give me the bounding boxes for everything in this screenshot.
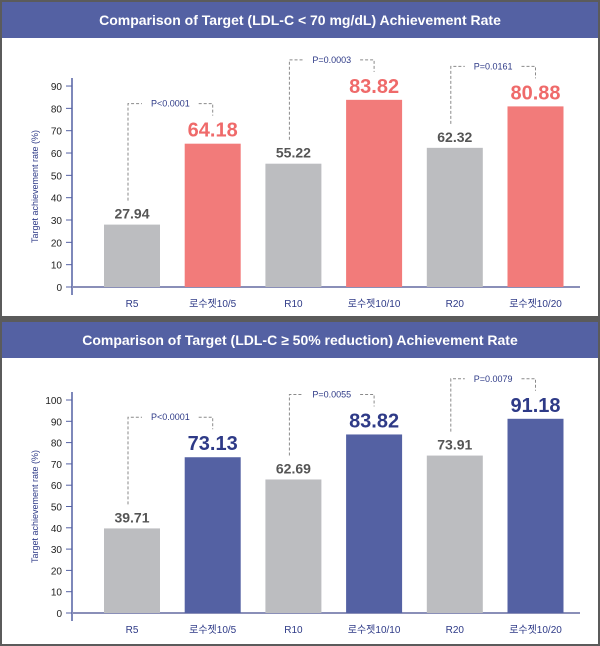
x-tick-label: 로수젯10/5 [189, 298, 237, 310]
data-label: 80.88 [510, 82, 560, 104]
x-tick-label: R20 [446, 625, 465, 636]
y-tick-label: 60 [51, 149, 63, 160]
data-label: 55.22 [276, 145, 311, 161]
y-tick-label: 20 [51, 238, 63, 249]
data-label: 39.71 [114, 509, 149, 525]
y-tick-label: 70 [51, 127, 63, 138]
p-value-label: P=0.0003 [312, 55, 351, 65]
chart-title: Comparison of Target (LDL-C ≥ 50% reduct… [2, 322, 598, 358]
p-value-label: P=0.0055 [312, 389, 351, 399]
y-tick-label: 100 [45, 396, 62, 407]
bar [507, 106, 564, 287]
x-tick-label: 로수젯10/10 [348, 624, 401, 636]
comparison-bracket-left [450, 378, 465, 432]
comparison-bracket-right [360, 59, 375, 72]
y-tick-label: 80 [51, 439, 63, 450]
p-value-label: P<0.0001 [151, 412, 190, 422]
x-tick-label: 로수젯10/20 [509, 298, 562, 310]
x-tick-label: R10 [284, 625, 303, 636]
data-label: 62.32 [437, 129, 472, 145]
y-axis-label: Target achievement rate (%) [30, 450, 40, 563]
y-tick-label: 80 [51, 104, 63, 115]
comparison-bracket-left [450, 65, 465, 124]
comparison-bracket-right [360, 393, 375, 407]
p-value-label: P=0.0161 [474, 61, 513, 71]
y-tick-label: 90 [51, 417, 63, 428]
data-label: 83.82 [349, 410, 399, 432]
comparison-bracket-right [198, 416, 214, 430]
bar [104, 528, 160, 613]
y-tick-label: 0 [56, 283, 62, 294]
x-tick-label: 로수젯10/5 [189, 624, 237, 636]
bar [426, 147, 483, 287]
chart-title: Comparison of Target (LDL-C < 70 mg/dL) … [2, 2, 598, 38]
y-tick-label: 30 [51, 216, 63, 227]
data-label: 62.69 [276, 460, 311, 476]
bar-chart-ldl-70: 0 10 20 30 40 50 60 70 80 90 Target achievement ra… [30, 55, 580, 310]
y-tick-label: 30 [51, 545, 63, 556]
y-tick-label: 10 [51, 588, 63, 599]
y-tick-label: 10 [51, 261, 63, 272]
bar [265, 479, 322, 613]
data-label: 73.91 [437, 437, 472, 453]
y-tick-label: 90 [51, 82, 63, 93]
comparison-bracket-left [288, 59, 304, 140]
y-tick-label: 0 [56, 609, 62, 620]
x-tick-label: 로수젯10/20 [509, 624, 562, 636]
x-tick-label: R20 [446, 299, 465, 310]
data-label: 27.94 [114, 206, 149, 222]
data-label: 64.18 [188, 120, 238, 142]
p-value-label: P=0.0079 [474, 374, 513, 384]
bar [104, 224, 160, 287]
comparison-bracket-left [127, 416, 142, 505]
comparison-bracket-right [198, 103, 214, 116]
bar [426, 455, 483, 613]
y-tick-label: 40 [51, 194, 63, 205]
comparison-bracket-right [521, 378, 536, 391]
bar [184, 143, 241, 287]
y-tick-label: 20 [51, 566, 63, 577]
data-label: 83.82 [349, 76, 399, 98]
data-label: 91.18 [510, 395, 560, 417]
y-tick-label: 50 [51, 171, 63, 182]
bar [346, 434, 403, 613]
bar [184, 457, 241, 613]
comparison-bracket-right [521, 65, 536, 79]
comparison-bracket-left [288, 393, 304, 456]
x-tick-label: R5 [126, 299, 139, 310]
bar-chart-ldl-50-reduction: 0 10 20 30 40 50 60 70 80 90 100 Target achievement… [30, 374, 580, 636]
chart-panel-ldl-70: Comparison of Target (LDL-C < 70 mg/dL) … [2, 2, 598, 316]
y-tick-label: 50 [51, 503, 63, 514]
y-tick-label: 70 [51, 460, 63, 471]
y-tick-label: 40 [51, 524, 63, 535]
x-tick-label: R10 [284, 299, 303, 310]
x-tick-label: R5 [126, 625, 139, 636]
comparison-bracket-left [127, 103, 142, 201]
y-tick-label: 60 [51, 481, 63, 492]
chart-panel-ldl-50-reduction: Comparison of Target (LDL-C ≥ 50% reduct… [2, 322, 598, 644]
x-tick-label: 로수젯10/10 [348, 298, 401, 310]
bar [265, 163, 322, 287]
y-axis-label: Target achievement rate (%) [30, 130, 40, 243]
data-label: 73.13 [188, 433, 238, 455]
bar [346, 99, 403, 287]
p-value-label: P<0.0001 [151, 99, 190, 109]
bar [507, 418, 564, 613]
